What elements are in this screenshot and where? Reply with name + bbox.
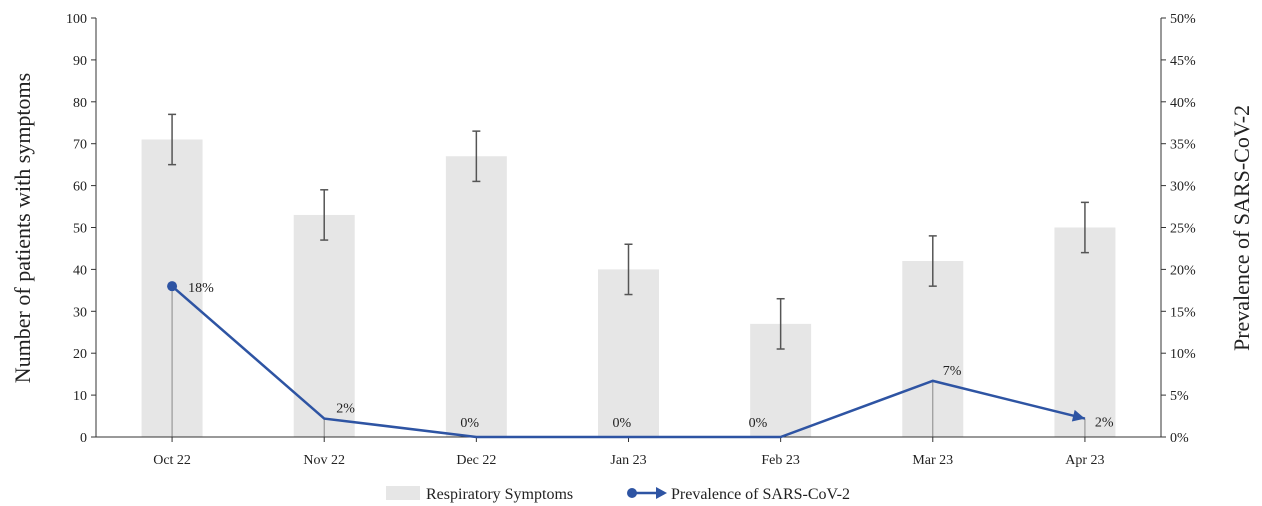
- x-tick-label-6: Apr 23: [1065, 453, 1104, 468]
- y2-tick-label-7: 35%: [1170, 138, 1196, 153]
- y-tick-label-3: 30: [73, 305, 87, 320]
- y2-tick-label-2: 10%: [1170, 347, 1196, 362]
- y-axis-title: Number of patients with symptoms: [10, 73, 35, 383]
- line-data-label-6: 2%: [1095, 416, 1114, 431]
- line-data-label-0: 18%: [188, 281, 214, 296]
- y2-tick-label-9: 45%: [1170, 54, 1196, 69]
- legend-bar-swatch: [386, 486, 420, 500]
- line-prevalence: [171, 285, 1086, 439]
- y-tick-label-2: 20: [73, 347, 87, 362]
- line-data-label-5: 7%: [943, 364, 962, 379]
- y-tick-label-10: 100: [66, 12, 87, 27]
- y-tick-label-9: 90: [73, 54, 87, 69]
- bar-layer: [141, 139, 1116, 437]
- bar-3: [598, 269, 659, 437]
- y2-axis-title: Prevalence of SARS-CoV-2: [1229, 105, 1254, 351]
- line-data-label-2: 0%: [460, 416, 479, 431]
- x-tick-label-3: Jan 23: [610, 453, 646, 468]
- y2-tick-label-3: 15%: [1170, 305, 1196, 320]
- y2-tick-label-1: 5%: [1170, 389, 1189, 404]
- y-tick-label-0: 0: [80, 431, 87, 446]
- line-data-label-4: 0%: [749, 416, 768, 431]
- dropline-layer: [171, 286, 1086, 437]
- line-layer: [167, 281, 1086, 439]
- y2-tick-label-6: 30%: [1170, 180, 1196, 195]
- errorbar-layer: [168, 113, 1089, 350]
- axes: 0 10 20 30 40 50 60 70 80 90 100 0% 5% 10% 15% 20% 25% 30…: [66, 12, 1196, 468]
- legend-line-marker: [627, 488, 637, 498]
- y2-tick-label-8: 40%: [1170, 96, 1196, 111]
- y-tick-label-5: 50: [73, 222, 87, 237]
- y-tick-label-7: 70: [73, 138, 87, 153]
- legend-line-arrow: [656, 487, 667, 499]
- legend-line-label: Prevalence of SARS-CoV-2: [671, 486, 850, 503]
- y-tick-label-1: 10: [73, 389, 87, 404]
- y2-tick-label-0: 0%: [1170, 431, 1189, 446]
- x-tick-label-1: Nov 22: [303, 453, 345, 468]
- data-label-layer: 18% 2% 0% 0% 0% 7% 2%: [188, 281, 1114, 431]
- line-data-label-1: 2%: [336, 402, 355, 417]
- y-tick-label-8: 80: [73, 96, 87, 111]
- x-tick-label-4: Feb 23: [761, 453, 800, 468]
- x-tick-label-0: Oct 22: [153, 453, 191, 468]
- legend: Respiratory Symptoms Prevalence of SARS-…: [386, 486, 850, 503]
- line-data-label-3: 0%: [613, 416, 632, 431]
- line-point-0: [167, 281, 178, 292]
- bar-6: [1054, 227, 1116, 437]
- x-tick-label-2: Dec 22: [456, 453, 496, 468]
- y2-tick-label-4: 20%: [1170, 263, 1196, 278]
- y2-tick-label-5: 25%: [1170, 222, 1196, 237]
- y-tick-label-6: 60: [73, 180, 87, 195]
- legend-bar-label: Respiratory Symptoms: [426, 486, 573, 503]
- bar-2: [445, 156, 507, 437]
- line-arrowhead: [1071, 409, 1085, 422]
- y2-tick-label-10: 50%: [1170, 12, 1196, 27]
- y-tick-label-4: 40: [73, 263, 87, 278]
- x-tick-label-5: Mar 23: [912, 453, 953, 468]
